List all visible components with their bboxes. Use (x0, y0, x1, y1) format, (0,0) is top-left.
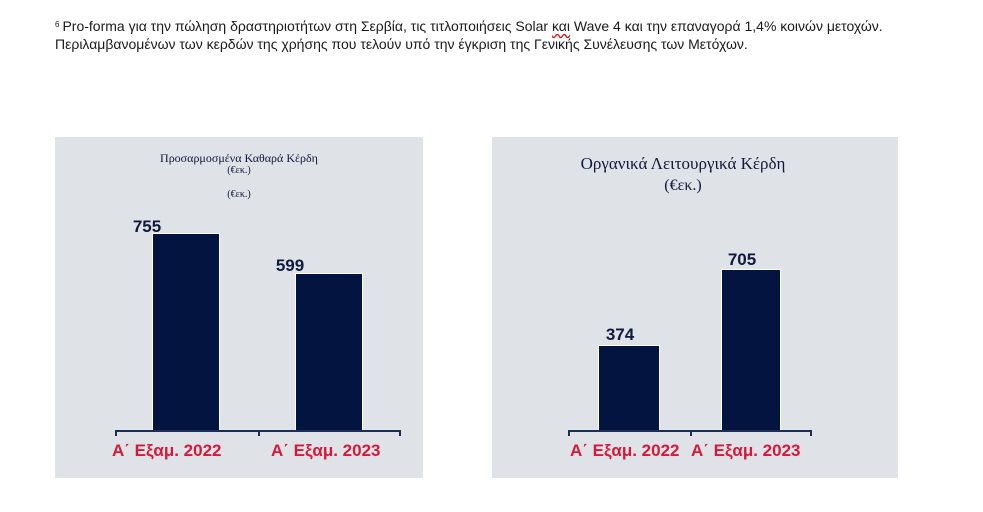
spellcheck-flagged-word: και (551, 18, 571, 34)
axis-tick (810, 430, 812, 436)
bar-value-label: 374 (605, 325, 635, 344)
footnote-line-1: 6 Pro-forma για την πώληση δραστηριοτήτων… (55, 18, 883, 34)
bar-value-label: 755 (132, 217, 162, 236)
axis-tick (399, 430, 401, 436)
chart-title: Οργανικά Λειτουργικά Κέρδη (580, 154, 786, 173)
axis-tick (115, 430, 117, 436)
chart-subtitle: (€εκ.) (227, 165, 251, 176)
footnote-line-2: Περιλαμβανομένων των κερδών της χρήσης π… (55, 36, 748, 52)
category-label: Α΄ Εξαμ. 2022 (112, 441, 222, 460)
bar-2023 (721, 269, 781, 431)
footnote: 6 Pro-forma για την πώληση δραστηριοτήτων… (55, 17, 883, 53)
category-label: Α΄ Εξαμ. 2023 (691, 441, 801, 460)
footnote-marker: 6 (55, 20, 60, 29)
axis-tick (568, 430, 570, 436)
bar-2023 (295, 273, 363, 431)
category-label: Α΄ Εξαμ. 2022 (570, 441, 680, 460)
chart-subtitle: (€εκ.) (664, 177, 702, 194)
bar-value-label: 599 (275, 256, 305, 275)
bar-value-label: 705 (727, 250, 757, 269)
chart-adjusted-net-profit: Προσαρμοσμένα Καθαρά Κέρδη (€εκ.) (€εκ.)… (55, 137, 423, 478)
chart-title: Προσαρμοσμένα Καθαρά Κέρδη (160, 151, 318, 165)
category-label: Α΄ Εξαμ. 2023 (271, 441, 381, 460)
bar-2022 (152, 233, 220, 431)
bar-2022 (598, 345, 660, 431)
chart-organic-operating-profit: Οργανικά Λειτουργικά Κέρδη (€εκ.) 374 70… (492, 137, 898, 478)
axis-tick (690, 430, 692, 436)
axis-tick (258, 430, 260, 436)
chart-subtitle-repeat: (€εκ.) (227, 189, 251, 200)
